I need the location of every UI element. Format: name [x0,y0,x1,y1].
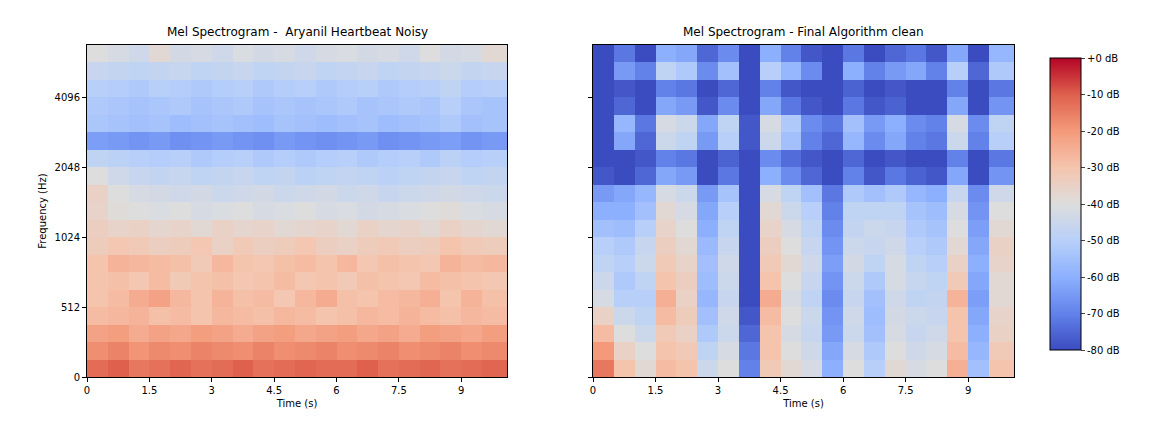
svg-text:-80 dB: -80 dB [1087,345,1120,356]
svg-text:6: 6 [333,385,339,396]
svg-text:0: 0 [590,385,596,396]
svg-text:Mel Spectrogram - Aryanil Hea: Mel Spectrogram - Aryanil Heartbeat Nois… [167,25,428,39]
svg-text:Time (s): Time (s) [276,398,318,409]
svg-text:-50 dB: -50 dB [1087,235,1120,246]
svg-text:Mel Spectrogram - Final Algori: Mel Spectrogram - Final Algorithm clean [683,25,924,39]
svg-text:Time (s): Time (s) [782,398,824,409]
svg-text:1.5: 1.5 [141,385,157,396]
svg-text:7.5: 7.5 [391,385,407,396]
svg-text:4.5: 4.5 [266,385,282,396]
svg-text:9: 9 [965,385,971,396]
svg-text:+0 dB: +0 dB [1087,53,1118,64]
svg-text:Frequency (Hz): Frequency (Hz) [37,173,48,249]
svg-text:-40 dB: -40 dB [1087,199,1120,210]
svg-text:7.5: 7.5 [898,385,914,396]
svg-text:0: 0 [84,385,90,396]
svg-text:512: 512 [61,302,80,313]
svg-text:-30 dB: -30 dB [1087,162,1120,173]
svg-text:9: 9 [458,385,464,396]
svg-text:4096: 4096 [55,92,80,103]
svg-text:-20 dB: -20 dB [1087,126,1120,137]
svg-text:-70 dB: -70 dB [1087,308,1120,319]
svg-text:-60 dB: -60 dB [1087,272,1120,283]
svg-text:6: 6 [840,385,846,396]
svg-text:-10 dB: -10 dB [1087,89,1120,100]
svg-text:1.5: 1.5 [648,385,664,396]
svg-text:3: 3 [715,385,721,396]
svg-text:3: 3 [209,385,215,396]
svg-text:1024: 1024 [55,232,80,243]
svg-text:4.5: 4.5 [773,385,789,396]
svg-text:2048: 2048 [55,162,80,173]
svg-text:0: 0 [74,372,80,383]
